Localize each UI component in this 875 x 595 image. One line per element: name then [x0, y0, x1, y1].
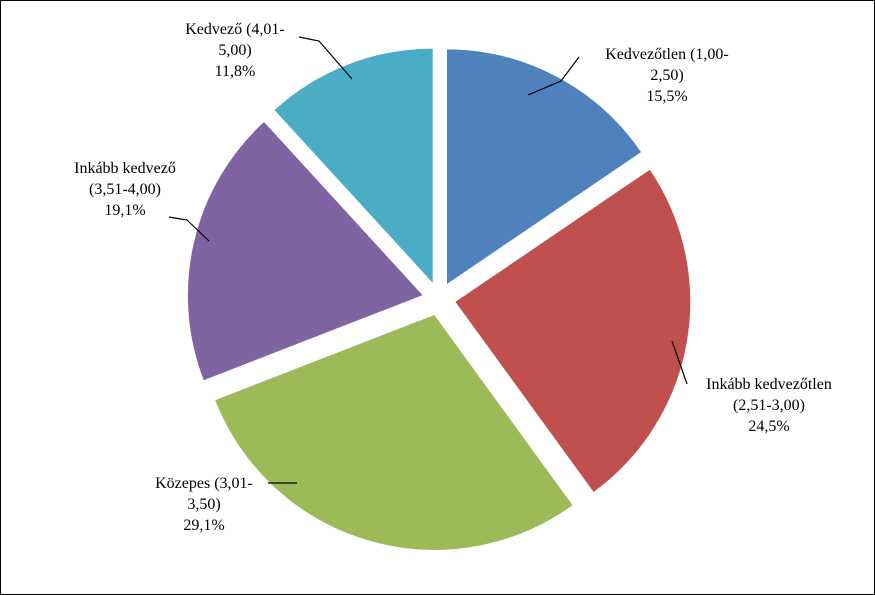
labels-layer: Kedvezőtlen (1,00- 2,50) 15,5% Inkább kedve… — [74, 21, 832, 534]
data-label-category: 3,50) — [187, 496, 220, 513]
data-label-category: (3,51-4,00) — [89, 181, 161, 198]
data-label-inkabb-kedvezo-3-51-4-00: Inkább kedvező (3,51-4,00) 19,1% — [74, 160, 176, 219]
leader-line-inkabb-kedvezo-3-51-4-00 — [168, 216, 210, 242]
data-label-percent: 19,1% — [104, 202, 145, 219]
data-label-percent: 15,5% — [646, 88, 687, 105]
data-label-inkabb-kedvezotlen-2-51-3-00: Inkább kedvezőtlen (2,51-3,00) 24,5% — [706, 376, 832, 435]
slices-layer — [186, 47, 692, 551]
data-label-percent: 11,8% — [215, 63, 256, 80]
pie-slice-kedvezo-4-01-5-00 — [273, 47, 434, 286]
leader-line-kedvezotlen-1-00-2-50 — [527, 56, 580, 96]
data-label-category: Kedvezőtlen (1,00- — [605, 46, 729, 63]
data-label-kedvezotlen-1-00-2-50: Kedvezőtlen (1,00- 2,50) 15,5% — [605, 46, 729, 105]
data-label-percent: 29,1% — [183, 517, 224, 534]
data-label-kozepes-3-01-3-50: Közepes (3,01- 3,50) 29,1% — [155, 475, 253, 534]
data-label-category: 2,50) — [650, 67, 683, 84]
leader-line-kedvezo-4-01-5-00 — [298, 36, 353, 80]
data-label-kedvezo-4-01-5-00: Kedvező (4,01- 5,00) 11,8% — [185, 21, 285, 80]
data-label-category: 5,00) — [218, 42, 251, 59]
data-label-category: (2,51-3,00) — [733, 397, 805, 414]
data-label-category: Kedvező (4,01- — [185, 21, 285, 38]
data-label-category: Inkább kedvezőtlen — [706, 376, 832, 393]
pie-slice-inkabb-kedvezotlen-2-51-3-00 — [454, 168, 692, 494]
leaders-layer — [168, 36, 688, 484]
pie-slice-kedvezotlen-1-00-2-50 — [445, 48, 643, 286]
leader-line-inkabb-kedvezotlen-2-51-3-00 — [671, 340, 688, 385]
data-label-category: Inkább kedvező — [74, 160, 176, 177]
data-label-category: Közepes (3,01- — [155, 475, 253, 492]
pie-slice-kozepes-3-01-3-50 — [213, 313, 574, 551]
pie-slice-inkabb-kedvezo-3-51-4-00 — [186, 120, 425, 382]
data-label-percent: 24,5% — [748, 418, 789, 435]
